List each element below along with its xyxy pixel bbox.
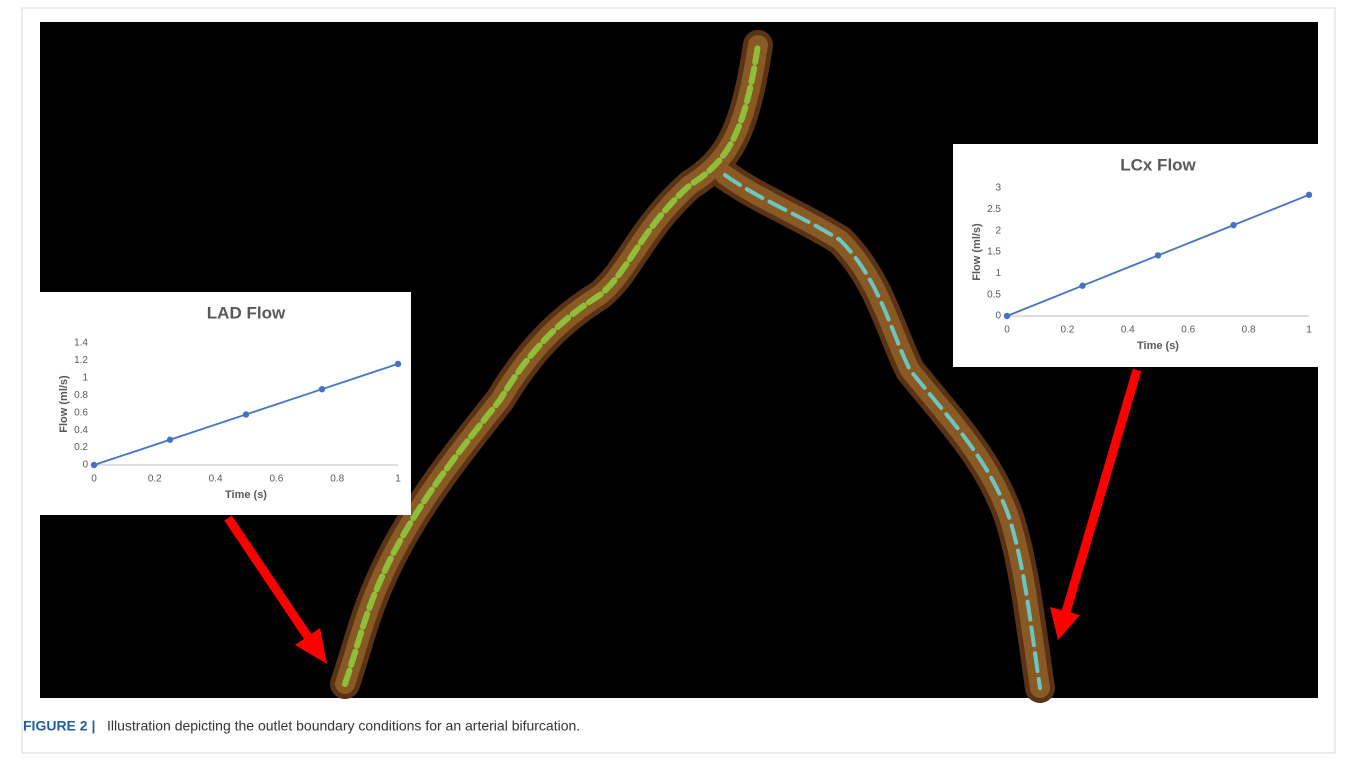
arrow-shaft (224, 515, 314, 643)
data-point (90, 461, 98, 469)
y-tick-label: 0 (82, 460, 88, 471)
figure-frame (21, 7, 1336, 754)
chart-title: LCx Flow (1120, 155, 1196, 174)
x-tick-label: 1 (395, 474, 401, 485)
arrow-head (295, 628, 327, 664)
arrows (224, 368, 1142, 664)
data-point (1230, 221, 1237, 229)
x-tick-label: 0.8 (1242, 325, 1256, 336)
caption-text: Illustration depicting the outlet bounda… (107, 718, 580, 734)
arrow-head (1050, 607, 1080, 640)
x-tick-label: 0.6 (269, 474, 283, 485)
x-tick-label: 0.2 (1060, 325, 1074, 336)
y-tick-label: 1 (82, 372, 88, 383)
x-tick-label: 1 (1306, 325, 1312, 336)
x-axis-label: Time (s) (225, 489, 267, 501)
y-tick-label: 0.8 (74, 390, 88, 401)
data-point (1305, 191, 1313, 199)
data-point (242, 411, 250, 418)
y-tick-label: 0.6 (74, 407, 88, 418)
y-tick-label: 3 (995, 183, 1001, 194)
x-tick-label: 0.6 (1181, 325, 1195, 336)
data-point (394, 360, 402, 368)
data-point (1079, 282, 1086, 289)
y-tick-label: 1.5 (987, 247, 1001, 258)
x-tick-label: 0.2 (148, 474, 162, 485)
data-point (1154, 252, 1162, 259)
x-tick-label: 0 (1004, 325, 1010, 336)
x-tick-label: 0.4 (1121, 325, 1135, 336)
y-axis-label: Flow (ml/s) (58, 375, 70, 433)
data-point (318, 385, 326, 393)
data-point (1003, 312, 1011, 320)
y-tick-label: 1 (995, 268, 1001, 279)
chart-title: LAD Flow (207, 303, 286, 322)
y-tick-label: 2.5 (987, 204, 1001, 215)
artery (330, 30, 1055, 703)
y-tick-label: 1.4 (74, 338, 88, 349)
x-axis-label: Time (s) (1137, 340, 1179, 352)
chart-panel (953, 144, 1323, 367)
y-tick-label: 0.4 (74, 425, 88, 436)
x-tick-label: 0.8 (330, 474, 344, 485)
y-axis-label: Flow (ml/s) (971, 223, 983, 281)
y-tick-label: 1.2 (74, 355, 88, 366)
data-point (166, 436, 174, 443)
arrow-shaft (1061, 368, 1142, 614)
chart-panel (40, 292, 411, 515)
x-tick-label: 0 (91, 474, 97, 485)
y-tick-label: 0 (995, 311, 1001, 322)
y-tick-label: 2 (995, 225, 1001, 236)
y-tick-label: 0.5 (987, 289, 1001, 300)
caption-label: FIGURE 2 | (23, 718, 95, 734)
y-tick-label: 0.2 (74, 442, 88, 453)
x-tick-label: 0.4 (209, 474, 223, 485)
